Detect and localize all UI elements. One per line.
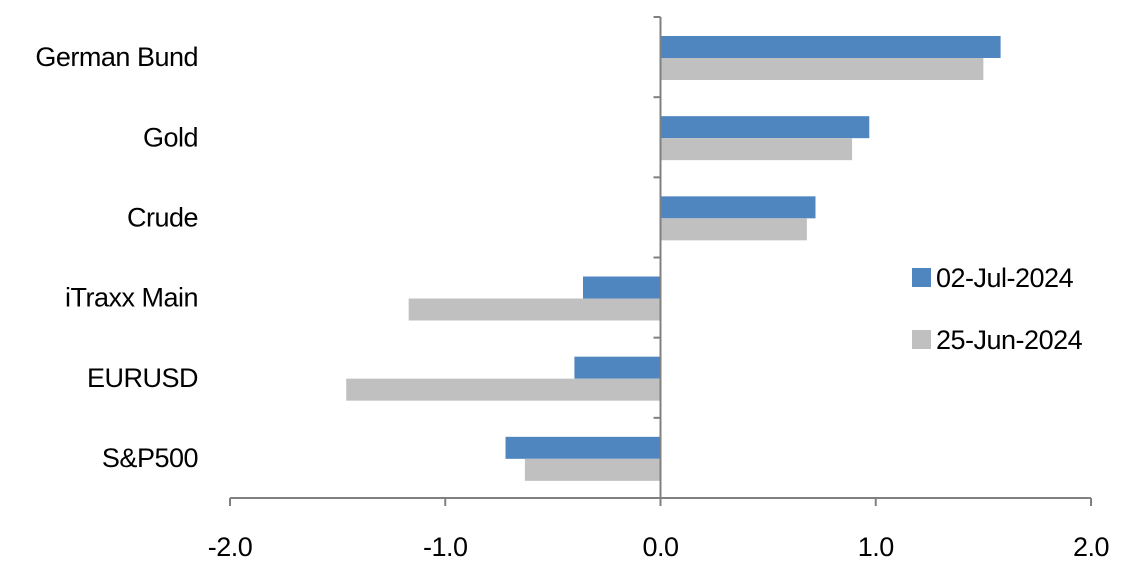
bar-series2 <box>660 138 853 161</box>
x-tick-label: -1.0 <box>423 532 468 562</box>
bar-series1 <box>660 196 816 219</box>
legend-swatch <box>912 330 931 349</box>
bar-series2 <box>346 378 661 401</box>
bars <box>346 36 1001 481</box>
bar-series2 <box>408 298 661 321</box>
bar-series2 <box>524 458 661 481</box>
x-tick-label: 1.0 <box>858 532 894 562</box>
bar-series1 <box>660 116 870 139</box>
category-label: Crude <box>127 202 198 232</box>
legend-label: 02-Jul-2024 <box>936 263 1074 293</box>
legend: 02-Jul-2024 25-Jun-2024 <box>912 263 1083 355</box>
bar-series1 <box>583 276 661 299</box>
legend-label: 25-Jun-2024 <box>936 325 1083 355</box>
bar-series1 <box>660 36 1001 58</box>
bar-series2 <box>660 218 807 241</box>
x-tick-label: 0.0 <box>642 532 678 562</box>
axes: -2.0 -1.0 0.0 1.0 2.0 <box>208 16 1110 562</box>
x-tick-label: -2.0 <box>208 532 253 562</box>
category-label: S&P500 <box>102 443 198 473</box>
category-label: Gold <box>143 122 198 152</box>
x-tick-label: 2.0 <box>1073 532 1109 562</box>
legend-swatch <box>912 268 931 287</box>
category-label: German Bund <box>35 42 198 72</box>
category-label: iTraxx Main <box>65 283 198 313</box>
bar-series1 <box>574 356 661 379</box>
category-label: EURUSD <box>87 363 198 393</box>
category-labels: German Bund Gold Crude iTraxx Main EURUSD S&P… <box>35 42 198 473</box>
bar-series1 <box>505 436 661 459</box>
bar-series2 <box>660 58 984 80</box>
